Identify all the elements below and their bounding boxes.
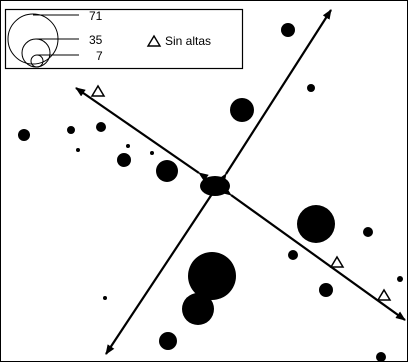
legend-value-small: 7 xyxy=(96,49,103,63)
legend-triangle-label: Sin altas xyxy=(165,34,211,48)
legend: 71 35 7 Sin altas xyxy=(6,9,243,69)
map-circle xyxy=(159,332,177,350)
legend-value-medium: 35 xyxy=(89,33,103,47)
map-circle xyxy=(126,144,130,148)
map-circle xyxy=(182,293,214,325)
map-circle xyxy=(18,129,30,141)
map-circle xyxy=(319,283,333,297)
map-circle xyxy=(117,153,131,167)
map-circle xyxy=(281,23,295,37)
map-circle xyxy=(307,84,315,92)
map-circle xyxy=(188,252,236,300)
map-circle xyxy=(67,126,75,134)
central-node xyxy=(200,176,230,196)
map-circle xyxy=(363,227,373,237)
map-circle xyxy=(150,151,154,155)
map-circle xyxy=(76,148,80,152)
map-circle xyxy=(103,296,107,300)
map-circle xyxy=(297,205,335,243)
map-circle xyxy=(96,122,106,132)
map-circle xyxy=(288,250,298,260)
map-circle xyxy=(230,98,254,122)
legend-value-large: 71 xyxy=(89,9,103,23)
map-circle xyxy=(156,160,178,182)
map-circle xyxy=(397,276,403,282)
map-circle xyxy=(376,352,386,362)
